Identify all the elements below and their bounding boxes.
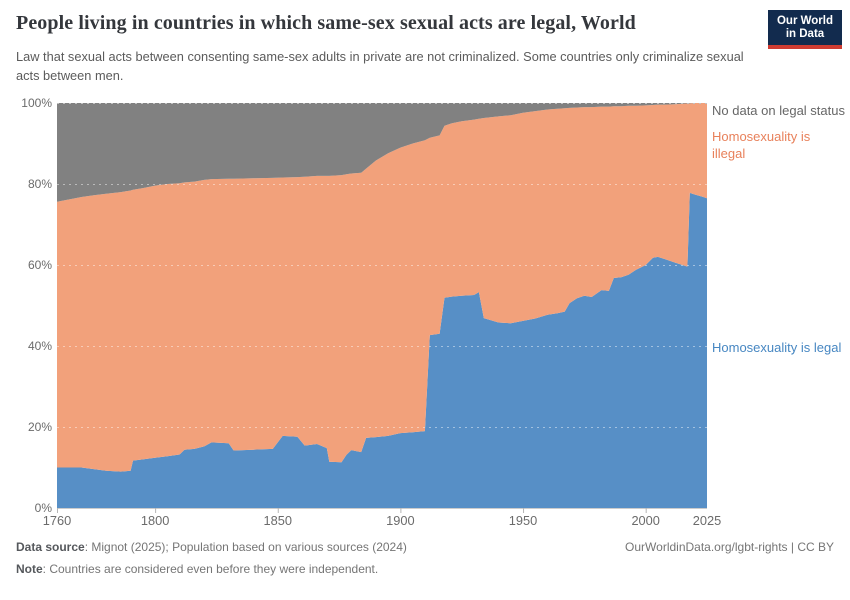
x-tick-label-2025: 2025	[692, 513, 722, 528]
y-tick-label-0%: 0%	[34, 501, 52, 515]
x-tick-label-1850: 1850	[263, 513, 292, 528]
note-text: : Countries are considered even before t…	[42, 562, 379, 576]
owid-logo-line1: Our World	[776, 15, 833, 27]
stacked-area-chart[interactable]	[57, 103, 707, 515]
data-source-line: Data source: Mignot (2025); Population b…	[16, 540, 834, 554]
x-tick-label-1760: 1760	[42, 513, 72, 528]
area-series-homosexuality-is-legal[interactable]	[57, 192, 707, 508]
x-tick-label-1950: 1950	[508, 513, 538, 528]
owid-link[interactable]: OurWorldinData.org/lgbt-rights | CC BY	[625, 540, 834, 554]
x-tick-label-1800: 1800	[140, 513, 170, 528]
chart-legend: No data on legal status Homosexuality is…	[712, 102, 846, 171]
y-tick-label-80%: 80%	[27, 177, 52, 191]
x-tick-label-2000: 2000	[631, 513, 660, 528]
chart-footer: Data source: Mignot (2025); Population b…	[16, 540, 834, 584]
area-series-homosexuality-is-illegal[interactable]	[57, 103, 707, 472]
data-source-label: Data source	[16, 540, 85, 554]
area-series-no-data-on-legal-status[interactable]	[57, 103, 707, 202]
owid-logo-line2: in Data	[785, 28, 825, 40]
y-tick-label-20%: 20%	[27, 420, 52, 434]
x-tick-label-1900: 1900	[386, 513, 415, 528]
note-label: Note	[16, 562, 43, 576]
note-line: Note: Countries are considered even befo…	[16, 562, 834, 576]
y-tick-label-60%: 60%	[27, 258, 52, 272]
owid-logo[interactable]: Our World in Data	[768, 10, 842, 49]
legend-item-no-data[interactable]: No data on legal status	[712, 103, 845, 118]
legend-item-legal[interactable]: Homosexuality is legal	[712, 340, 842, 355]
data-source-text: : Mignot (2025); Population based on var…	[84, 540, 407, 554]
y-tick-label-100%: 100%	[21, 96, 52, 110]
legend-item-illegal[interactable]: Homosexuality is illegal	[712, 129, 811, 161]
page-title: People living in countries in which same…	[16, 12, 636, 34]
chart-subtitle: Law that sexual acts between consenting …	[16, 49, 744, 83]
y-tick-label-40%: 40%	[27, 339, 52, 353]
